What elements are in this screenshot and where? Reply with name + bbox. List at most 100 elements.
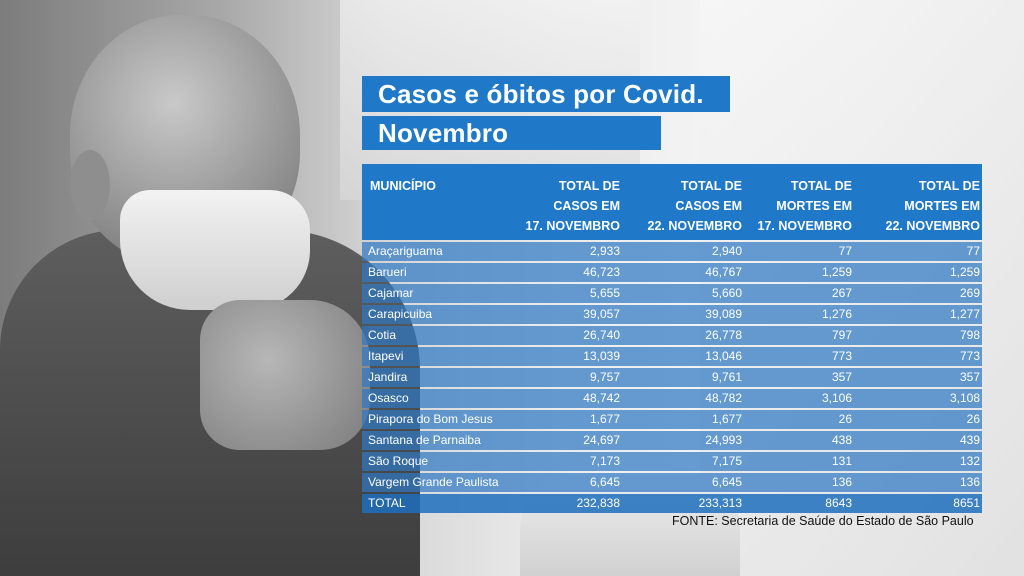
table-row: Santana de Parnaiba 24,697 24,993 438 43…	[362, 431, 982, 450]
cell-mortes-22: 136	[959, 475, 980, 489]
cell-municipio: Pirapora do Bom Jesus	[368, 412, 493, 426]
cell-mortes-17: 797	[831, 328, 852, 342]
table-row: Itapevi 13,039 13,046 773 773	[362, 347, 982, 366]
table-row: Osasco 48,742 48,782 3,106 3,108	[362, 389, 982, 408]
cell-casos-17: 2,933	[589, 244, 620, 258]
cell-municipio: São Roque	[368, 454, 429, 468]
cell-casos-17: 24,697	[583, 433, 620, 447]
cell-casos-22: 46,767	[705, 265, 742, 279]
cell-municipio: Araçariguama	[368, 244, 443, 258]
cell-mortes-17: 267	[831, 286, 852, 300]
cell-mortes-22: 77	[966, 244, 980, 258]
header-text: TOTAL DE	[680, 179, 742, 193]
cell-mortes-22: 3,108	[949, 391, 980, 405]
table-row: São Roque 7,173 7,175 131 132	[362, 452, 982, 471]
cell-casos-22: 233,313	[698, 496, 742, 510]
cell-municipio: Vargem Grande Paulista	[368, 475, 499, 489]
cell-casos-17: 9,757	[589, 370, 620, 384]
cell-municipio: Osasco	[368, 391, 409, 405]
cell-mortes-17: 3,106	[821, 391, 852, 405]
cell-casos-17: 7,173	[589, 454, 620, 468]
cell-mortes-22: 357	[959, 370, 980, 384]
cell-mortes-17: 1,276	[821, 307, 852, 321]
cell-mortes-17: 131	[831, 454, 852, 468]
header-text: TOTAL DE	[918, 179, 980, 193]
cell-casos-22: 9,761	[711, 370, 742, 384]
cell-municipio: Cajamar	[368, 286, 414, 300]
cell-casos-17: 48,742	[583, 391, 620, 405]
cell-mortes-17: 26	[838, 412, 852, 426]
header-text: TOTAL DE	[790, 179, 852, 193]
cell-casos-22: 24,993	[705, 433, 742, 447]
header-text: MORTES EM	[776, 199, 852, 213]
cell-mortes-22: 26	[966, 412, 980, 426]
cell-municipio: Barueri	[368, 265, 407, 279]
table-row-total: TOTAL 232,838 233,313 8643 8651	[362, 494, 982, 513]
cell-casos-22: 2,940	[711, 244, 742, 258]
cell-municipio: Cotia	[368, 328, 397, 342]
cell-municipio: TOTAL	[368, 496, 406, 510]
header-text: 17. NOVEMBRO	[757, 219, 852, 233]
header-casos-17: TOTAL DE CASOS EM 17. NOVEMBRO	[504, 164, 622, 240]
cell-casos-22: 39,089	[705, 307, 742, 321]
cell-mortes-22: 1,259	[949, 265, 980, 279]
header-text: 22. NOVEMBRO	[647, 219, 742, 233]
background-face-mask	[120, 190, 310, 310]
cell-mortes-17: 438	[831, 433, 852, 447]
table-row: Araçariguama 2,933 2,940 77 77	[362, 242, 982, 261]
table-row: Pirapora do Bom Jesus 1,677 1,677 26 26	[362, 410, 982, 429]
cell-mortes-22: 439	[959, 433, 980, 447]
cell-casos-22: 6,645	[711, 475, 742, 489]
cell-mortes-22: 269	[959, 286, 980, 300]
cell-mortes-17: 136	[831, 475, 852, 489]
background-patient-ear	[70, 150, 110, 220]
title-line-1: Casos e óbitos por Covid.	[362, 76, 730, 112]
table-header: MUNICÍPIO TOTAL DE CASOS EM 17. NOVEMBRO…	[362, 164, 982, 240]
cell-municipio: Santana de Parnaiba	[368, 433, 481, 447]
cell-casos-17: 26,740	[583, 328, 620, 342]
header-text: MORTES EM	[904, 199, 980, 213]
cell-mortes-17: 773	[831, 349, 852, 363]
table-row: Carapicuiba 39,057 39,089 1,276 1,277	[362, 305, 982, 324]
header-mortes-22: TOTAL DE MORTES EM 22. NOVEMBRO	[854, 164, 982, 240]
cell-casos-17: 6,645	[589, 475, 620, 489]
cell-mortes-17: 77	[838, 244, 852, 258]
cell-mortes-22: 1,277	[949, 307, 980, 321]
cell-casos-17: 232,838	[576, 496, 620, 510]
source-note: FONTE: Secretaria de Saúde do Estado de …	[672, 514, 974, 528]
header-text: CASOS EM	[675, 199, 742, 213]
cell-casos-17: 46,723	[583, 265, 620, 279]
table-row: Barueri 46,723 46,767 1,259 1,259	[362, 263, 982, 282]
cell-mortes-22: 8651	[953, 496, 980, 510]
cell-mortes-22: 798	[959, 328, 980, 342]
cell-municipio: Itapevi	[368, 349, 404, 363]
cell-municipio: Carapicuiba	[368, 307, 433, 321]
cell-casos-17: 39,057	[583, 307, 620, 321]
cell-casos-17: 5,655	[589, 286, 620, 300]
table-row: Cotia 26,740 26,778 797 798	[362, 326, 982, 345]
cell-casos-22: 7,175	[711, 454, 742, 468]
table-row: Vargem Grande Paulista 6,645 6,645 136 1…	[362, 473, 982, 492]
cell-casos-17: 13,039	[583, 349, 620, 363]
table-row: Cajamar 5,655 5,660 267 269	[362, 284, 982, 303]
background-patient-hand	[200, 300, 370, 450]
header-text: TOTAL DE	[558, 179, 620, 193]
header-text: 22. NOVEMBRO	[885, 219, 980, 233]
cell-mortes-22: 773	[959, 349, 980, 363]
cell-casos-22: 1,677	[711, 412, 742, 426]
cell-mortes-17: 357	[831, 370, 852, 384]
header-municipio: MUNICÍPIO	[362, 164, 504, 240]
title-line-2: Novembro	[362, 116, 661, 150]
table-row: Jandira 9,757 9,761 357 357	[362, 368, 982, 387]
cell-mortes-17: 8643	[825, 496, 852, 510]
cell-casos-22: 26,778	[705, 328, 742, 342]
cell-casos-17: 1,677	[589, 412, 620, 426]
header-text: MUNICÍPIO	[370, 179, 436, 193]
cell-mortes-22: 132	[959, 454, 980, 468]
cell-casos-22: 13,046	[705, 349, 742, 363]
header-text: CASOS EM	[553, 199, 620, 213]
header-casos-22: TOTAL DE CASOS EM 22. NOVEMBRO	[622, 164, 744, 240]
cell-casos-22: 48,782	[705, 391, 742, 405]
cell-municipio: Jandira	[368, 370, 408, 384]
cell-casos-22: 5,660	[711, 286, 742, 300]
